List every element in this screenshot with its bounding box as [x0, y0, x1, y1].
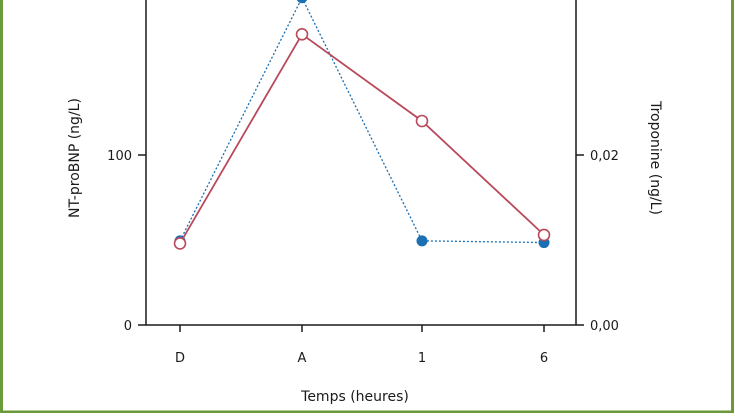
ntprobnp-data-point	[537, 228, 551, 242]
left-tick-label: 0	[124, 319, 132, 334]
ntprobnp-series-line	[179, 32, 545, 244]
right-axis-title: Troponine (ng/L)	[647, 100, 663, 215]
x-axis-ticks: D A 1 6	[175, 325, 548, 366]
right-tick-label: 0,00	[590, 319, 619, 334]
left-tick-label: 100	[107, 149, 132, 164]
ntprobnp-data-point	[173, 237, 187, 250]
left-axis-title: NT-proBNP (ng/L)	[67, 98, 83, 218]
troponine-series-line	[179, 0, 545, 244]
troponine-data-point	[416, 235, 428, 247]
right-axis-ticks: 0,00 0,02	[576, 149, 619, 334]
ntprobnp-data-point	[415, 114, 429, 128]
x-axis-title: Temps (heures)	[300, 389, 409, 405]
x-tick-label: 6	[540, 351, 548, 366]
ntprobnp-data-point	[295, 27, 309, 41]
x-tick-label: D	[175, 351, 185, 366]
left-axis-ticks: 0 100	[107, 149, 146, 334]
troponine-data-point	[296, 0, 308, 4]
right-tick-label: 0,02	[590, 149, 619, 164]
x-tick-label: A	[298, 351, 307, 366]
x-tick-label: 1	[418, 351, 426, 366]
series-layer	[173, 0, 551, 250]
